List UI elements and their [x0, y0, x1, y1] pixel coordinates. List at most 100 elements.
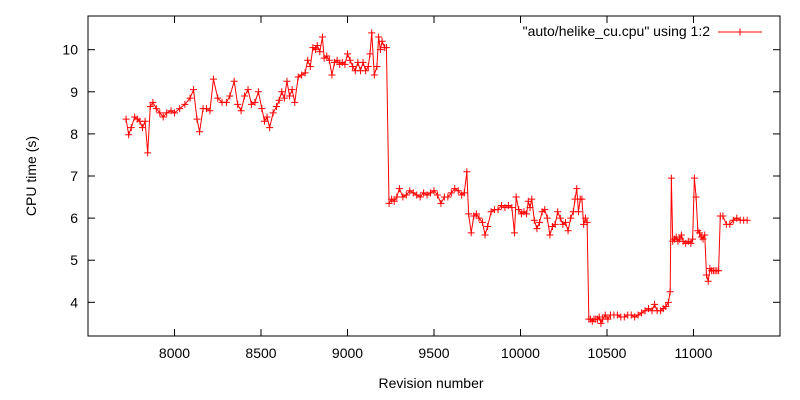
x-tick-label: 9000 [332, 345, 363, 361]
data-point-marker [260, 117, 268, 125]
data-point-marker [430, 187, 438, 195]
data-point-marker [416, 193, 424, 201]
data-point-marker [125, 131, 133, 139]
x-tick-label: 8500 [245, 345, 276, 361]
data-point-marker [395, 185, 403, 193]
data-point-marker [515, 206, 523, 214]
data-point-marker [687, 239, 695, 247]
data-point-marker [454, 187, 462, 195]
data-point-marker [574, 208, 582, 216]
data-point-marker [604, 315, 612, 323]
data-point-marker [512, 193, 520, 201]
data-point-marker [573, 185, 581, 193]
data-point-marker [689, 235, 697, 243]
data-point-marker [385, 199, 393, 207]
legend-marker [736, 28, 744, 36]
data-point-marker [222, 98, 230, 106]
data-point-marker [554, 208, 562, 216]
data-point-marker [530, 216, 538, 224]
data-point-marker [251, 98, 259, 106]
data-point-marker [288, 86, 296, 94]
data-point-marker [156, 109, 164, 117]
data-point-marker [323, 52, 331, 60]
data-point-marker [475, 214, 483, 222]
data-point-marker [393, 193, 401, 201]
data-point-marker [373, 63, 381, 71]
data-point-marker [447, 189, 455, 197]
data-point-marker [376, 46, 384, 54]
data-point-marker [578, 195, 586, 203]
data-point-marker [269, 109, 277, 117]
data-point-marker [382, 44, 390, 52]
data-point-marker [359, 58, 367, 66]
data-point-marker [444, 193, 452, 201]
plot-frame [87, 15, 781, 337]
data-point-marker [234, 100, 242, 108]
data-point-marker [370, 71, 378, 79]
x-tick-label: 10500 [588, 345, 627, 361]
y-tick-label: 8 [70, 126, 78, 142]
data-point-marker [437, 199, 445, 207]
data-point-marker [152, 105, 160, 113]
y-tick-label: 9 [70, 84, 78, 100]
data-point-marker [258, 105, 266, 113]
data-point-marker [280, 94, 288, 102]
data-point-marker [543, 214, 551, 222]
data-point-marker [378, 37, 386, 45]
data-point-marker [186, 94, 194, 102]
x-tick-label: 9500 [418, 345, 449, 361]
data-point-marker [273, 103, 281, 111]
data-point-marker [481, 231, 489, 239]
data-point-marker [196, 128, 204, 136]
y-tick-labels: 4 5 6 7 8 9 10 [62, 42, 78, 311]
data-point-marker [581, 214, 589, 222]
data-point-marker [286, 92, 294, 100]
data-point-marker [328, 71, 336, 79]
data-point-marker [316, 48, 324, 56]
data-point-marker [526, 204, 534, 212]
data-point-marker [139, 124, 146, 132]
data-point-marker [275, 96, 283, 104]
y-tick-label: 7 [70, 168, 78, 184]
data-point-marker [551, 220, 559, 228]
axis-ticks [88, 16, 780, 336]
data-point-marker [349, 63, 357, 71]
data-point-marker [701, 231, 709, 239]
data-point-marker [254, 88, 262, 96]
data-point-marker [193, 115, 201, 123]
legend-marker-plus [736, 28, 744, 36]
y-tick-label: 4 [70, 294, 78, 310]
data-point-marker [241, 92, 249, 100]
data-point-marker [122, 115, 130, 123]
plot-area [87, 15, 781, 337]
data-point-marker [494, 206, 502, 214]
data-point-marker [510, 229, 518, 237]
data-point-marker [127, 124, 135, 132]
data-point-marker [662, 303, 670, 311]
data-point-marker [467, 229, 475, 237]
data-point-marker [278, 88, 286, 96]
data-point-marker [230, 77, 238, 85]
x-tick-labels: 8000 8500 9000 9500 10000 10500 11000 [159, 345, 713, 361]
data-point-marker [333, 56, 341, 64]
data-point-marker [263, 113, 271, 121]
data-point-marker [692, 193, 700, 201]
data-point-marker [159, 113, 167, 121]
y-tick-label: 6 [70, 210, 78, 226]
data-point-marker [146, 103, 154, 111]
data-point-marker [690, 174, 698, 182]
data-point-marker [368, 29, 376, 37]
x-axis-label: Revision number [378, 375, 483, 391]
data-point-marker [533, 225, 541, 233]
data-point-marker [312, 46, 319, 54]
data-point-marker [304, 56, 312, 64]
legend: "auto/helike_cu.cpu" using 1:2 [523, 23, 762, 39]
data-point-marker [465, 210, 473, 218]
data-point-marker [726, 220, 734, 228]
data-point-marker [523, 210, 531, 218]
data-point-marker [209, 75, 217, 83]
data-point-marker [176, 105, 184, 113]
data-point-marker [362, 67, 370, 75]
data-point-marker [301, 69, 309, 77]
data-point-marker [306, 63, 314, 71]
